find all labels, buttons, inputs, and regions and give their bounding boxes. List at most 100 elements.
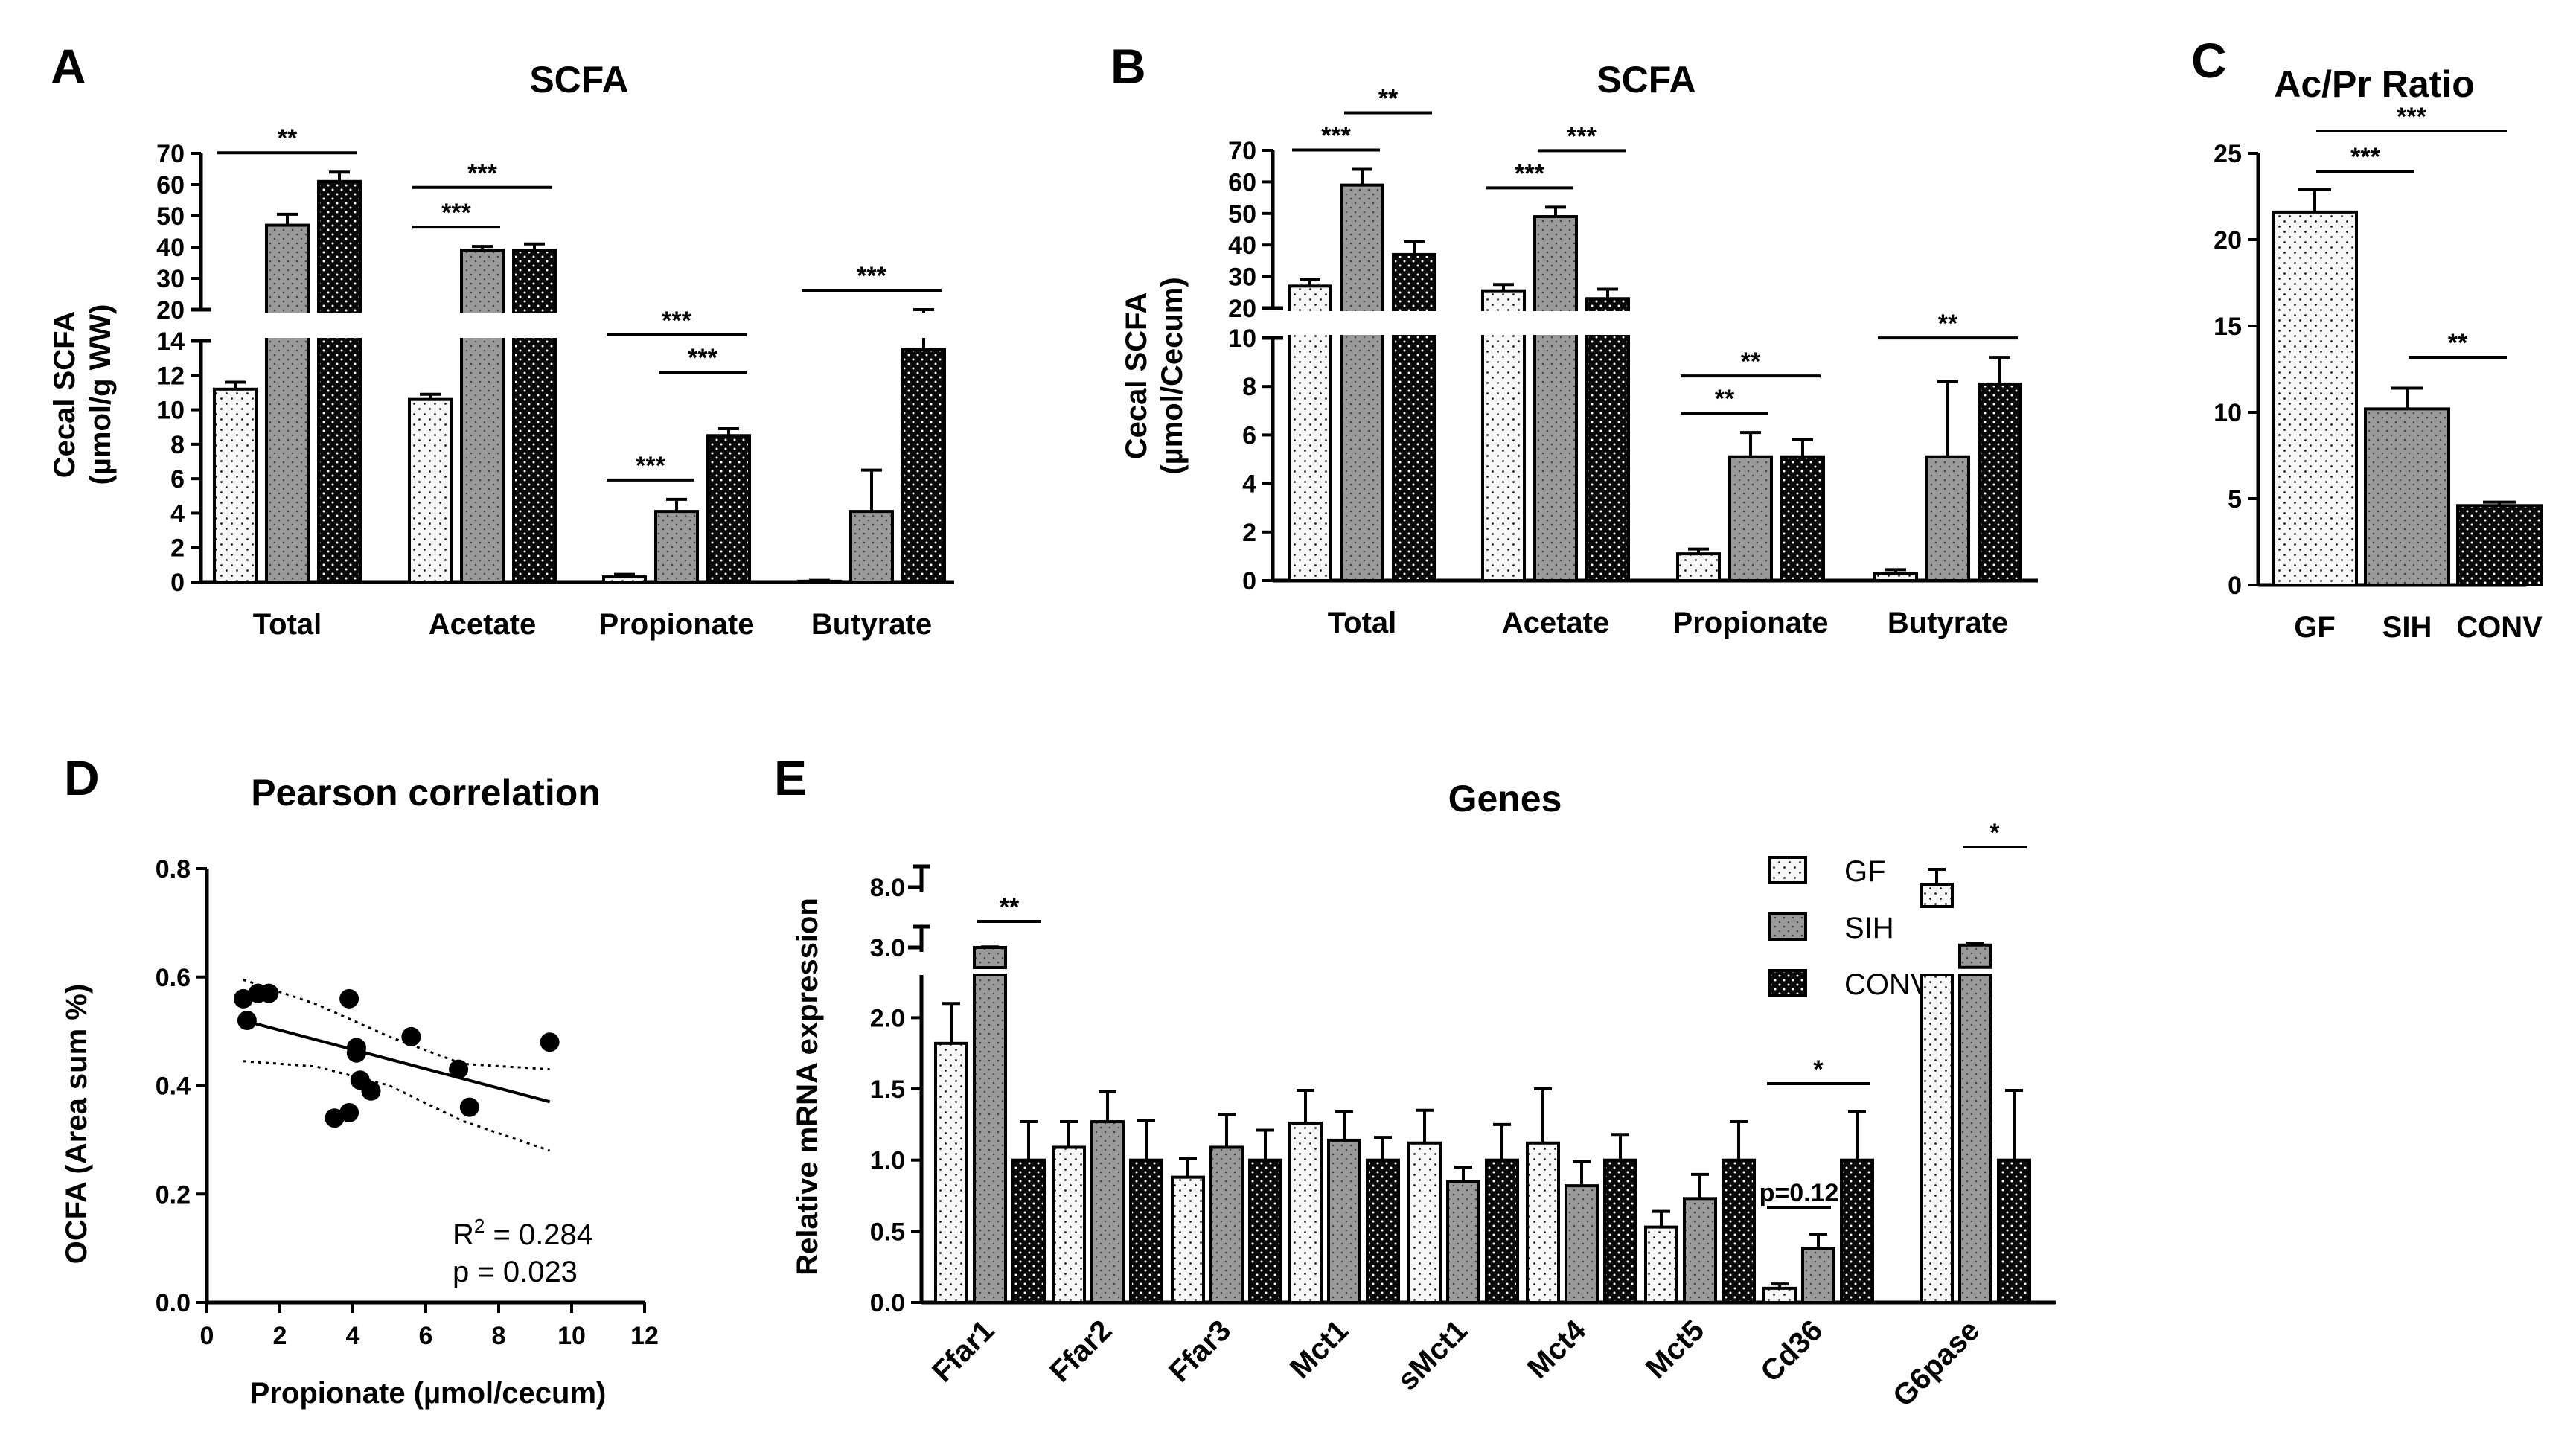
panel-d-point bbox=[339, 988, 359, 1009]
panel-d-ci-upper bbox=[243, 978, 550, 1071]
panel-b-ytick-label: 70 bbox=[1228, 137, 1256, 165]
panel-a-bar-sih bbox=[654, 510, 699, 584]
panel-a-sig-label: *** bbox=[662, 307, 691, 335]
legend-swatch-gf bbox=[1768, 856, 1807, 884]
panel-a-ylabel-2: (µmol/g WW) bbox=[84, 304, 117, 485]
panel-a-sig-label: *** bbox=[636, 452, 665, 480]
panel-b-sig-label: ** bbox=[1715, 385, 1735, 413]
panel-e-bar-conv bbox=[1248, 1158, 1282, 1305]
panel-e-category-label: G6pase bbox=[1887, 1314, 1986, 1413]
panel-d-point bbox=[234, 988, 253, 1009]
panel-b-ytick-label: 2 bbox=[1242, 519, 1256, 547]
panel-a-bar-gf bbox=[408, 397, 453, 584]
panel-d-p-value: p = 0.023 bbox=[453, 1256, 578, 1288]
panel-e-ytick-label: 1.5 bbox=[870, 1075, 905, 1104]
panel-b-bar-sih bbox=[1728, 455, 1773, 582]
panel-e-category-label: Ffar1 bbox=[926, 1314, 1000, 1388]
panel-d-xtick-label: 10 bbox=[557, 1322, 586, 1350]
panel-a-category-label: Butyrate bbox=[811, 608, 932, 641]
panel-a-sig-label: *** bbox=[688, 344, 717, 372]
panel-e-sig-label: * bbox=[1813, 1055, 1824, 1084]
panel-b-category-label: Total bbox=[1328, 607, 1397, 639]
panel-e-bar-conv bbox=[1997, 1158, 2031, 1305]
panel-c-bar-sih bbox=[2364, 407, 2450, 586]
panel-d-r2: R2 = 0.284 bbox=[453, 1215, 593, 1251]
panel-a-sig-label: *** bbox=[467, 159, 497, 188]
panel-b-ytick-label: 20 bbox=[1228, 295, 1256, 323]
panel-a-bar-sih bbox=[849, 510, 894, 584]
panel-e-bar-gf bbox=[934, 1041, 968, 1304]
panel-b-ytick-label: 50 bbox=[1228, 200, 1256, 228]
panel-c-title: Ac/Pr Ratio bbox=[2274, 63, 2475, 105]
panel-d-point bbox=[401, 1026, 421, 1046]
panel-a-bar-conv bbox=[901, 348, 946, 584]
panel-c-ytick-label: 25 bbox=[2214, 140, 2242, 168]
panel-e-ylabel: Relative mRNA expression bbox=[791, 898, 824, 1276]
panel-e-category-label: Ffar2 bbox=[1043, 1314, 1118, 1388]
panel-letter-a: A bbox=[51, 39, 86, 94]
panel-d-xtick-label: 0 bbox=[200, 1322, 214, 1350]
panel-d-point bbox=[449, 1059, 469, 1079]
panel-a-ylabel-1: Cecal SCFA bbox=[48, 311, 81, 479]
panel-b-bar-gf bbox=[1481, 289, 1526, 582]
panel-e-bar-sih bbox=[1209, 1145, 1244, 1305]
panel-letter-d: D bbox=[64, 750, 100, 805]
panel-c-category-label: GF bbox=[2294, 611, 2336, 644]
panel-b-category-label: Propionate bbox=[1673, 607, 1829, 639]
legend-label-conv: CONV bbox=[1844, 968, 1931, 1001]
panel-b-ytick-label: 0 bbox=[1242, 567, 1256, 595]
panel-e-category-label: Mct4 bbox=[1521, 1314, 1593, 1385]
panel-d-plot: 0.0 0.2 0.4 0.6 0.8 0 2 4 6 8 10 12 bbox=[156, 855, 659, 1350]
panel-b-axis-break-gap bbox=[1258, 311, 2038, 335]
panel-b-sig-label: *** bbox=[1321, 121, 1351, 150]
panel-d-ytick-label: 0.2 bbox=[156, 1180, 191, 1209]
panel-a-bar-gf bbox=[602, 575, 647, 584]
panel-d-ytick-label: 0.0 bbox=[156, 1289, 191, 1317]
panel-e-ytick-label: 2.0 bbox=[870, 1004, 905, 1032]
panel-b-bar-gf bbox=[1676, 552, 1721, 583]
legend-label-gf: GF bbox=[1844, 855, 1886, 888]
panel-e-category-label: sMct1 bbox=[1391, 1314, 1474, 1396]
panel-e-bar-conv bbox=[1366, 1158, 1400, 1305]
panel-e-bar-stub bbox=[1920, 883, 1954, 908]
panel-a-ytick-label: 40 bbox=[156, 234, 185, 262]
panel-a-ytick-label: 0 bbox=[170, 569, 185, 597]
panel-b-sig-label: ** bbox=[1741, 348, 1761, 376]
panel-a-category-label: Acetate bbox=[429, 608, 537, 641]
panel-d-xtick-label: 8 bbox=[492, 1322, 506, 1350]
legend-label-sih: SIH bbox=[1844, 912, 1894, 944]
panel-e-bar-gf bbox=[1644, 1225, 1678, 1304]
panel-c-ytick-label: 5 bbox=[2228, 485, 2242, 514]
panel-d-ylabel: OCFA (Area sum %) bbox=[60, 984, 93, 1264]
panel-a-bar-conv bbox=[512, 249, 557, 584]
panel-d-r2-sup: 2 bbox=[474, 1215, 485, 1237]
panel-b-sig-label: ** bbox=[1378, 84, 1399, 112]
panel-d-xtick-label: 4 bbox=[346, 1322, 360, 1350]
panel-a-sig-label: *** bbox=[441, 199, 471, 227]
panel-e-ytick-label: 8.0 bbox=[870, 874, 905, 902]
panel-c-ytick-label: 10 bbox=[2214, 399, 2242, 427]
panel-e-bar-stub bbox=[973, 946, 1007, 969]
panel-c-sig-label: ** bbox=[2448, 329, 2468, 357]
panel-a-ytick-label: 50 bbox=[156, 202, 185, 231]
panel-b-bar-conv bbox=[1780, 455, 1825, 582]
panel-letter-c: C bbox=[2191, 33, 2227, 88]
panel-e-bar-gf bbox=[1762, 1286, 1797, 1304]
panel-a-category-label: Total bbox=[253, 608, 322, 641]
panel-c-sig-label: *** bbox=[2397, 103, 2426, 131]
panel-a-ytick-label: 12 bbox=[156, 362, 185, 390]
panel-a-ytick-label: 8 bbox=[170, 431, 185, 459]
panel-b-sig-label: ** bbox=[1938, 310, 1958, 338]
panel-d-ytick-label: 0.8 bbox=[156, 855, 191, 883]
panel-d-point bbox=[346, 1038, 366, 1058]
panel-a-ytick-label: 10 bbox=[156, 397, 185, 425]
panel-e-category-label: Ffar3 bbox=[1163, 1314, 1237, 1388]
panel-e-bar-sih bbox=[1327, 1138, 1361, 1305]
panel-a-bar-sih bbox=[265, 223, 310, 584]
panel-a-sig-label: *** bbox=[857, 262, 886, 290]
panel-e-bar-sih bbox=[973, 974, 1007, 1304]
